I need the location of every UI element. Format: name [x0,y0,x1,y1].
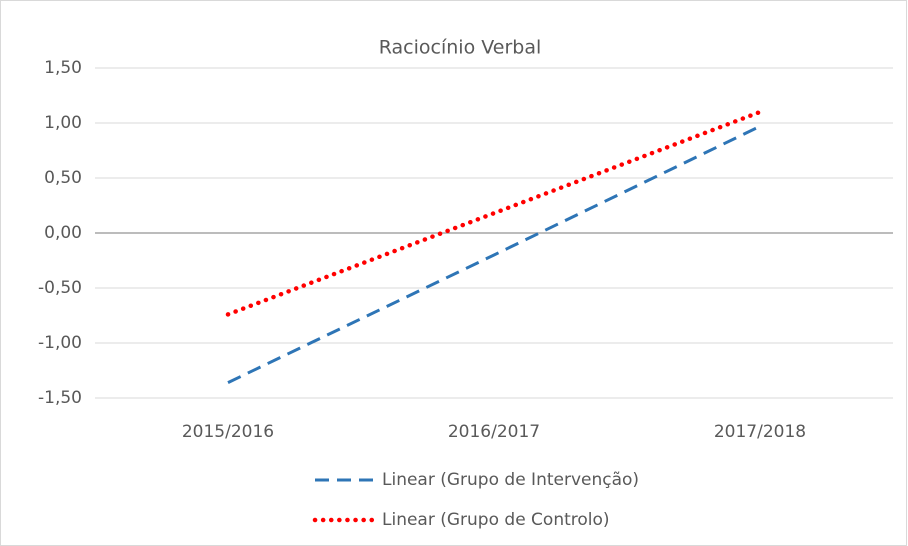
trend-line [225,109,763,317]
legend-label: Linear (Grupo de Intervenção) [382,470,639,490]
y-tick-label: 0,00 [44,223,82,243]
x-tick-label: 2016/2017 [448,422,540,442]
legend-label: Linear (Grupo de Controlo) [382,510,610,530]
y-tick-label: 1,50 [44,58,82,78]
x-tick-label: 2015/2016 [182,422,274,442]
y-tick-label: -1,00 [38,333,82,353]
y-tick-label: -1,50 [38,388,82,408]
chart-title: Raciocínio Verbal [379,37,542,59]
y-tick-label: 1,00 [44,113,82,133]
y-tick-label: -0,50 [38,278,82,298]
x-tick-label: 2017/2018 [714,422,806,442]
y-tick-label: 0,50 [44,168,82,188]
trend-line [227,124,761,384]
